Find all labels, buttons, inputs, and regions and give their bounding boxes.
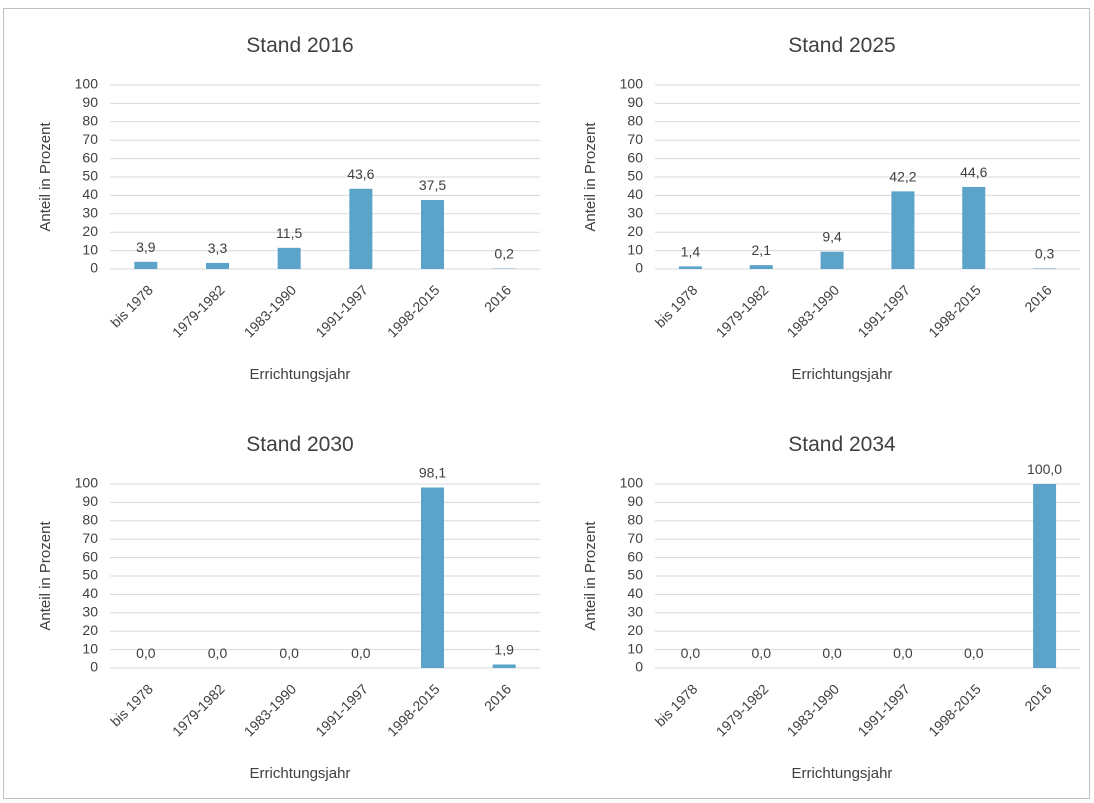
y-axis-label: Anteil in Prozent bbox=[37, 122, 54, 232]
bar-6 bbox=[492, 664, 516, 668]
y-tick-label: 90 bbox=[82, 94, 98, 110]
y-tick-label: 60 bbox=[82, 548, 98, 564]
data-label: 100,0 bbox=[1027, 461, 1062, 477]
chart-title: Stand 2030 bbox=[246, 433, 353, 456]
y-tick-label: 70 bbox=[82, 530, 98, 546]
y-tick-label: 0 bbox=[90, 260, 98, 276]
y-tick-label: 20 bbox=[82, 223, 98, 239]
x-axis-label: Errichtungsjahr bbox=[250, 765, 351, 782]
y-tick-label: 20 bbox=[82, 622, 98, 638]
y-tick-label: 70 bbox=[82, 131, 98, 147]
data-label: 37,5 bbox=[419, 177, 446, 193]
data-label: 0,0 bbox=[964, 645, 984, 661]
y-tick-label: 100 bbox=[620, 76, 644, 92]
y-tick-label: 40 bbox=[627, 186, 643, 202]
y-tick-label: 80 bbox=[627, 512, 643, 528]
y-tick-label: 60 bbox=[82, 149, 98, 165]
data-label: 0,0 bbox=[136, 645, 156, 661]
figure-frame bbox=[3, 8, 1090, 799]
y-tick-label: 60 bbox=[627, 548, 643, 564]
y-tick-label: 50 bbox=[82, 168, 98, 184]
data-label: 11,5 bbox=[276, 225, 302, 241]
y-tick-label: 40 bbox=[627, 585, 643, 601]
chart-title: Stand 2025 bbox=[788, 34, 895, 57]
data-label: 0,3 bbox=[1035, 245, 1055, 261]
data-label: 9,4 bbox=[822, 229, 842, 245]
data-label: 2,1 bbox=[752, 242, 772, 258]
y-tick-label: 30 bbox=[82, 205, 98, 221]
chart-title: Stand 2034 bbox=[788, 433, 896, 456]
x-axis-label: Errichtungsjahr bbox=[250, 366, 351, 383]
bar-4 bbox=[349, 188, 373, 269]
y-tick-label: 90 bbox=[82, 493, 98, 509]
data-label: 0,0 bbox=[279, 645, 299, 661]
y-tick-label: 20 bbox=[627, 223, 643, 239]
data-label: 1,9 bbox=[494, 642, 514, 658]
y-tick-label: 70 bbox=[627, 131, 643, 147]
data-label: 3,9 bbox=[136, 239, 156, 255]
y-tick-label: 50 bbox=[627, 567, 643, 583]
bar-3 bbox=[820, 251, 844, 269]
data-label: 0,2 bbox=[494, 246, 514, 262]
bar-5 bbox=[421, 487, 444, 668]
y-tick-label: 90 bbox=[627, 94, 643, 110]
data-label: 44,6 bbox=[960, 164, 987, 180]
y-axis-label: Anteil in Prozent bbox=[37, 521, 54, 631]
y-tick-label: 30 bbox=[627, 205, 643, 221]
chart-title: Stand 2016 bbox=[246, 34, 353, 57]
bar-2 bbox=[206, 262, 229, 269]
bar-5 bbox=[421, 200, 444, 269]
bar-2 bbox=[749, 265, 773, 269]
y-tick-label: 10 bbox=[82, 241, 98, 257]
data-label: 0,0 bbox=[893, 645, 913, 661]
y-tick-label: 40 bbox=[82, 186, 98, 202]
y-tick-label: 60 bbox=[627, 149, 643, 165]
y-tick-label: 80 bbox=[627, 113, 643, 129]
y-tick-label: 0 bbox=[635, 260, 643, 276]
y-tick-label: 90 bbox=[627, 493, 643, 509]
data-label: 0,0 bbox=[822, 645, 842, 661]
bar-6 bbox=[1033, 268, 1057, 269]
y-axis-label: Anteil in Prozent bbox=[582, 521, 599, 631]
bar-3 bbox=[277, 247, 301, 269]
y-tick-label: 10 bbox=[627, 640, 643, 656]
data-label: 0,0 bbox=[208, 645, 228, 661]
x-axis-label: Errichtungsjahr bbox=[792, 765, 893, 782]
y-tick-label: 20 bbox=[627, 622, 643, 638]
bar-1 bbox=[134, 261, 158, 269]
y-tick-label: 10 bbox=[82, 640, 98, 656]
y-tick-label: 0 bbox=[90, 659, 98, 675]
data-label: 98,1 bbox=[419, 464, 446, 480]
x-axis-label: Errichtungsjahr bbox=[792, 366, 893, 383]
y-tick-label: 30 bbox=[627, 604, 643, 620]
data-label: 0,0 bbox=[681, 645, 701, 661]
y-tick-label: 100 bbox=[620, 475, 644, 491]
y-tick-label: 100 bbox=[75, 76, 99, 92]
y-tick-label: 0 bbox=[635, 659, 643, 675]
y-tick-label: 100 bbox=[75, 475, 99, 491]
y-tick-label: 10 bbox=[627, 241, 643, 257]
bar-6 bbox=[1033, 484, 1057, 668]
y-tick-label: 70 bbox=[627, 530, 643, 546]
data-label: 3,3 bbox=[208, 240, 228, 256]
y-tick-label: 50 bbox=[627, 168, 643, 184]
y-tick-label: 50 bbox=[82, 567, 98, 583]
data-label: 1,4 bbox=[681, 243, 701, 259]
y-tick-label: 40 bbox=[82, 585, 98, 601]
data-label: 42,2 bbox=[889, 168, 916, 184]
y-tick-label: 80 bbox=[82, 113, 98, 129]
data-label: 0,0 bbox=[752, 645, 772, 661]
bar-4 bbox=[891, 191, 915, 269]
bar-5 bbox=[962, 186, 986, 269]
bar-1 bbox=[678, 266, 702, 269]
y-axis-label: Anteil in Prozent bbox=[582, 122, 599, 232]
data-label: 43,6 bbox=[347, 166, 374, 182]
data-label: 0,0 bbox=[351, 645, 371, 661]
y-tick-label: 80 bbox=[82, 512, 98, 528]
y-tick-label: 30 bbox=[82, 604, 98, 620]
